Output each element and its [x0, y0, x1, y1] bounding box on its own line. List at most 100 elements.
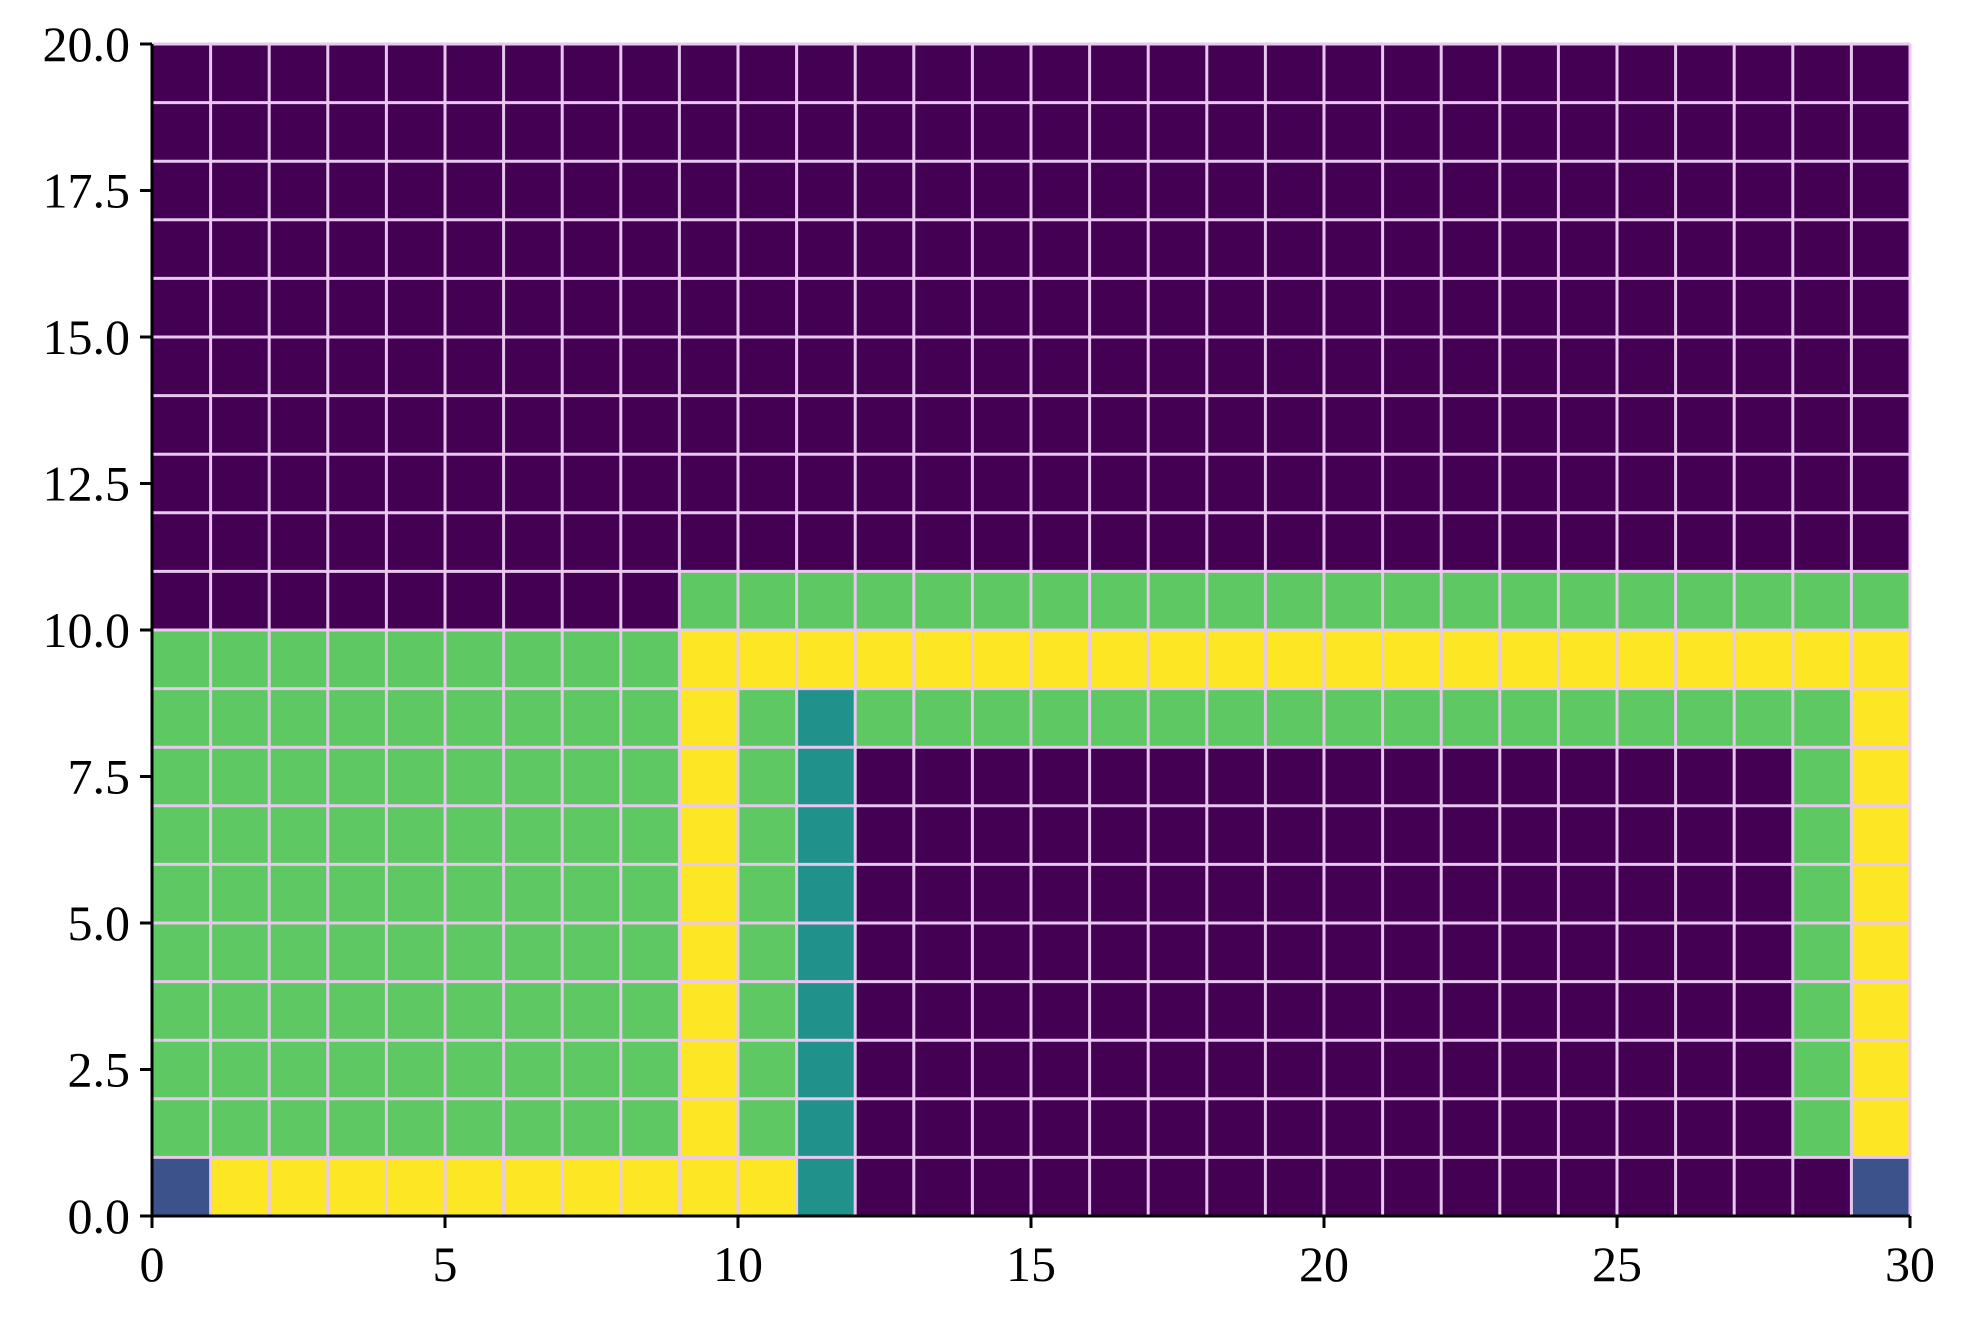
heatmap-cell	[1441, 1098, 1500, 1158]
heatmap-cell	[1089, 1157, 1149, 1216]
heatmap-cell	[503, 1040, 563, 1099]
heatmap-cell	[738, 1040, 797, 1099]
heatmap-cell	[1324, 44, 1383, 103]
heatmap-cell	[1734, 1098, 1793, 1158]
heatmap-cell	[269, 454, 328, 513]
heatmap-cell	[1558, 864, 1617, 923]
heatmap-cell	[1734, 1157, 1793, 1216]
heatmap-cell	[855, 981, 914, 1041]
heatmap-cell	[152, 805, 211, 865]
heatmap-cell	[1617, 278, 1676, 337]
heatmap-cell	[1558, 161, 1617, 220]
heatmap-cell	[1792, 981, 1852, 1041]
heatmap-cell	[1617, 1040, 1676, 1099]
heatmap-cell	[1441, 864, 1500, 923]
heatmap-cell	[1617, 337, 1676, 396]
heatmap-cell	[1089, 512, 1149, 572]
heatmap-cell	[1441, 571, 1500, 630]
heatmap-cell	[1148, 805, 1207, 865]
y-tick-label: 12.5	[43, 456, 131, 512]
heatmap-cell	[386, 864, 445, 923]
heatmap-cell	[1031, 1040, 1090, 1099]
heatmap-cell	[855, 571, 914, 630]
heatmap-cell	[1265, 395, 1324, 455]
heatmap-cell	[1499, 1157, 1559, 1216]
heatmap-cell	[738, 747, 797, 806]
heatmap-cell	[620, 923, 680, 982]
heatmap-cell	[1734, 395, 1793, 455]
heatmap-cell	[1206, 981, 1266, 1041]
heatmap-cell	[679, 923, 738, 982]
heatmap-cell	[1675, 44, 1735, 103]
heatmap-cell	[1734, 805, 1793, 865]
heatmap-cell	[1675, 805, 1735, 865]
heatmap-cell	[1792, 571, 1852, 630]
heatmap-cell	[1148, 630, 1207, 689]
heatmap-cell	[562, 1098, 621, 1158]
heatmap-cell	[1675, 630, 1735, 689]
heatmap-cell	[1382, 44, 1442, 103]
heatmap-cell	[445, 512, 504, 572]
heatmap-cell	[1675, 688, 1735, 748]
heatmap-cell	[679, 219, 738, 279]
heatmap-cell	[1089, 44, 1149, 103]
heatmap-cell	[620, 1040, 680, 1099]
heatmap-cell	[1206, 102, 1266, 162]
heatmap-cell	[152, 571, 211, 630]
heatmap-cell	[620, 512, 680, 572]
heatmap-cell	[1617, 512, 1676, 572]
heatmap-cell	[1792, 1040, 1852, 1099]
heatmap-cell	[1265, 102, 1324, 162]
heatmap-cell	[1089, 219, 1149, 279]
heatmap-cell	[1792, 688, 1852, 748]
heatmap-cell	[913, 512, 973, 572]
heatmap-cell	[1441, 454, 1500, 513]
heatmap-cell	[327, 219, 387, 279]
heatmap-cell	[855, 630, 914, 689]
heatmap-cell	[210, 337, 270, 396]
heatmap-cell	[210, 688, 270, 748]
heatmap-cell	[1617, 102, 1676, 162]
heatmap-cell	[972, 1157, 1031, 1216]
heatmap-cell	[152, 688, 211, 748]
x-tick-label: 30	[1885, 1236, 1935, 1292]
heatmap-cell	[796, 1040, 856, 1099]
heatmap-cell	[1089, 688, 1149, 748]
heatmap-cell	[1499, 923, 1559, 982]
heatmap-cell	[1031, 688, 1090, 748]
heatmap-cell	[1851, 1098, 1910, 1158]
heatmap-cell	[679, 1040, 738, 1099]
heatmap-cell	[1792, 1098, 1852, 1158]
heatmap-cell	[1792, 630, 1852, 689]
heatmap-cell	[620, 747, 680, 806]
heatmap-cell	[269, 981, 328, 1041]
heatmap-cell	[1265, 981, 1324, 1041]
heatmap-cell	[1792, 337, 1852, 396]
x-tick-label: 5	[433, 1236, 458, 1292]
heatmap-cell	[972, 805, 1031, 865]
heatmap-cell	[1031, 102, 1090, 162]
heatmap-cell	[1851, 688, 1910, 748]
heatmap-cell	[1851, 454, 1910, 513]
heatmap-cell	[1148, 747, 1207, 806]
heatmap-cell	[855, 278, 914, 337]
heatmap-cell	[1734, 278, 1793, 337]
y-tick-label: 5.0	[68, 895, 131, 951]
heatmap-cell	[972, 1040, 1031, 1099]
heatmap-cell	[796, 102, 856, 162]
heatmap-cell	[855, 805, 914, 865]
heatmap-cell	[972, 864, 1031, 923]
heatmap-cell	[913, 1157, 973, 1216]
heatmap-cell	[913, 454, 973, 513]
heatmap-cell	[1441, 161, 1500, 220]
heatmap-cell	[562, 630, 621, 689]
heatmap-cell	[152, 864, 211, 923]
heatmap-cell	[210, 44, 270, 103]
heatmap-cell	[855, 864, 914, 923]
heatmap-cell	[679, 1098, 738, 1158]
heatmap-cell	[503, 395, 563, 455]
heatmap-cell	[210, 805, 270, 865]
heatmap-cell	[1382, 630, 1442, 689]
heatmap-cell	[679, 44, 738, 103]
heatmap-cell	[855, 395, 914, 455]
